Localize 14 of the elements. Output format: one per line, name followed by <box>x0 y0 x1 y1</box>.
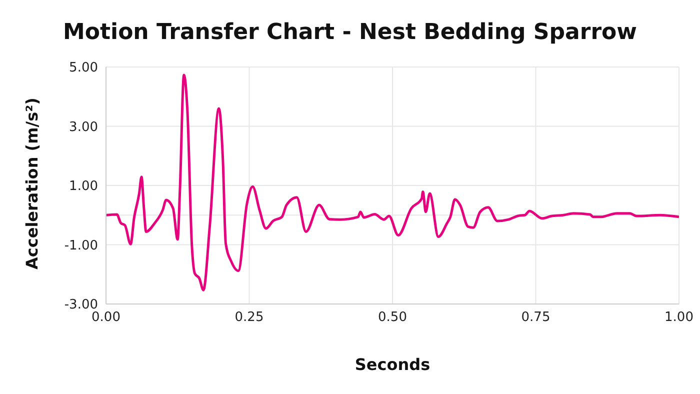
x-tick-label: 0.25 <box>234 310 264 326</box>
chart-title: Motion Transfer Chart - Nest Bedding Sparrow <box>62 20 638 45</box>
x-tick-label: 0.75 <box>521 310 550 326</box>
y-tick-label: 1.00 <box>69 179 98 194</box>
y-axis-title: Acceleration (m/s²) <box>22 96 42 272</box>
x-tick-label: 0.00 <box>92 310 120 326</box>
y-tick-label: 5.00 <box>69 60 98 76</box>
x-axis-title: Seconds <box>354 355 432 374</box>
y-tick-label: 3.00 <box>69 120 98 135</box>
x-tick-label: 1.00 <box>664 310 694 326</box>
line-series <box>106 74 679 292</box>
y-tick-label: -1.00 <box>64 238 98 254</box>
y-tick-label: -3.00 <box>64 298 98 313</box>
x-tick-label: 0.50 <box>378 310 407 326</box>
